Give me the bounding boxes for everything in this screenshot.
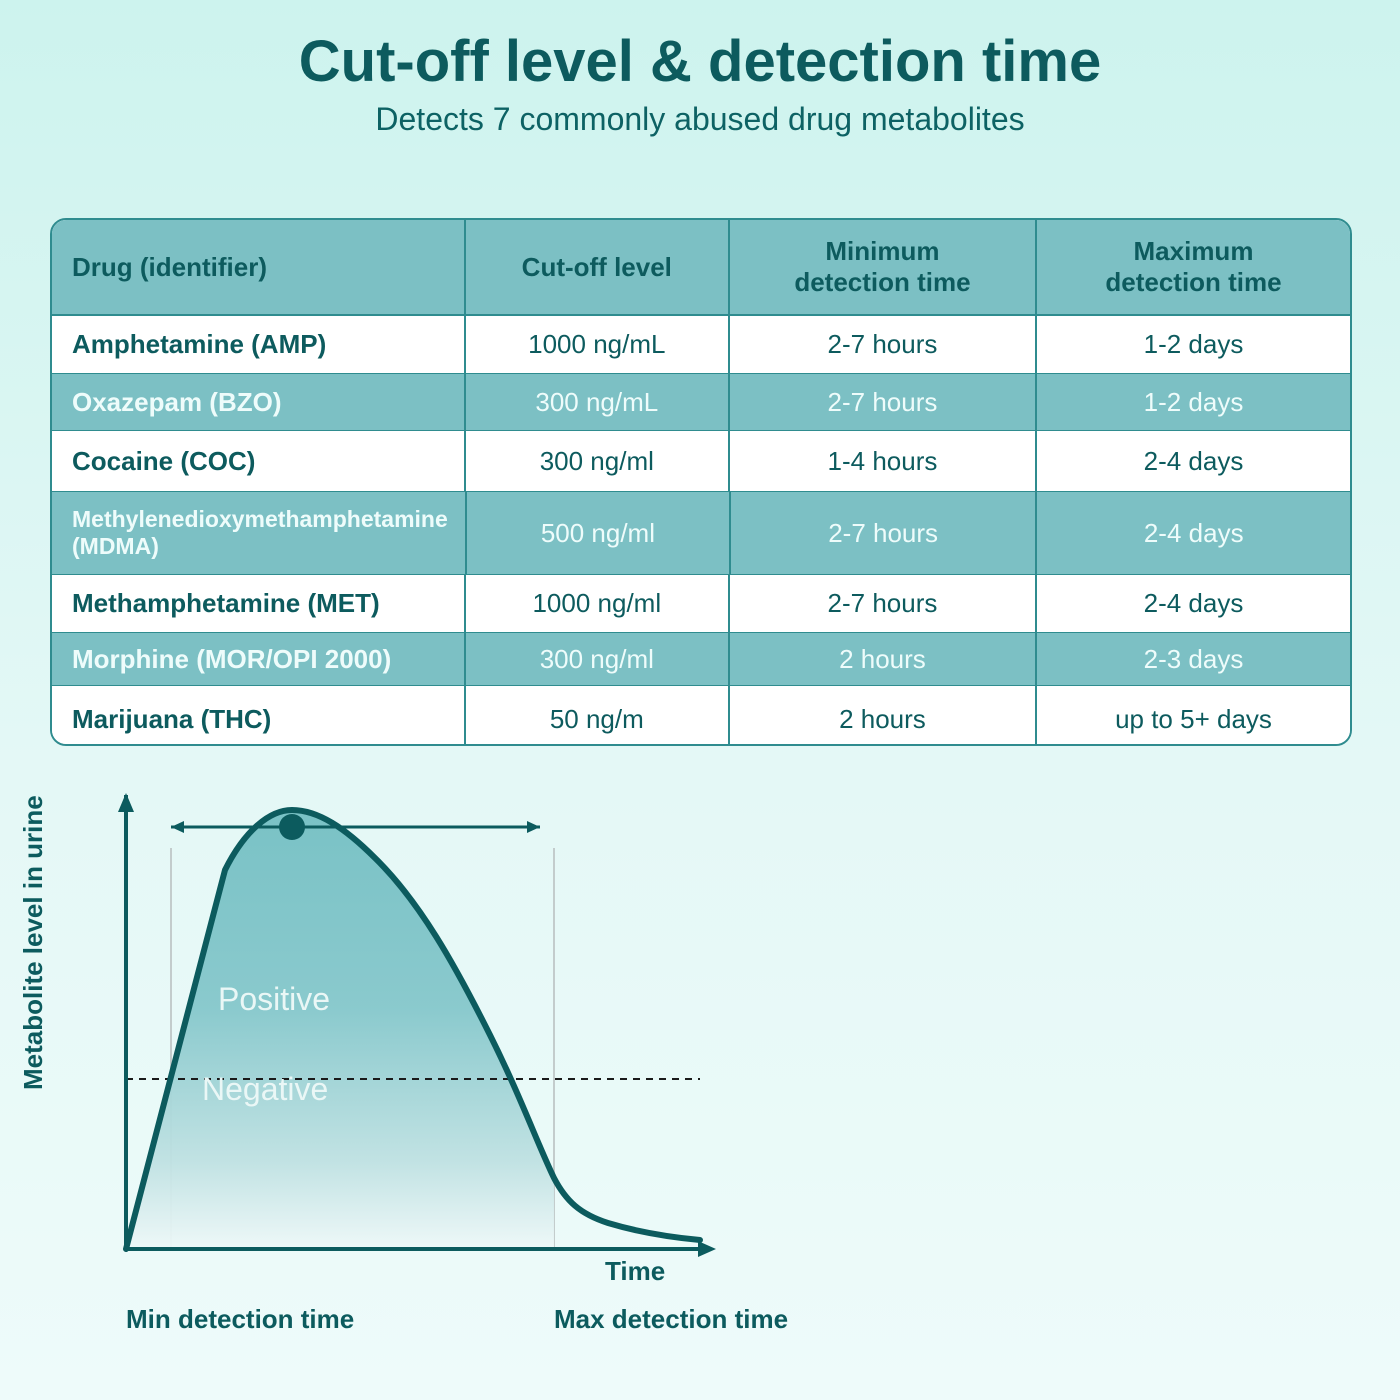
svg-text:Metabolite level in urine: Metabolite level in urine xyxy=(18,795,48,1090)
svg-text:Positive: Positive xyxy=(218,981,330,1017)
svg-text:Time: Time xyxy=(605,1256,665,1286)
svg-text:Max detection time: Max detection time xyxy=(554,1304,788,1334)
svg-text:Min detection time: Min detection time xyxy=(126,1304,354,1334)
svg-text:Negative: Negative xyxy=(202,1071,328,1107)
